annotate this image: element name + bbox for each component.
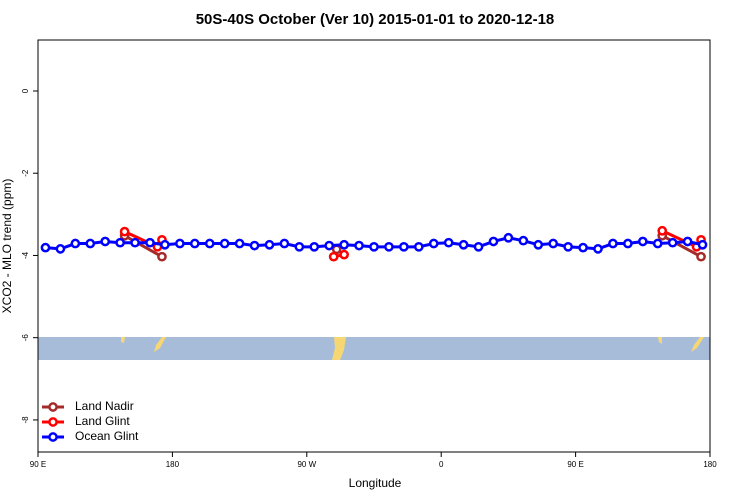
x-tick-label: 90 E: [30, 460, 46, 469]
land: [154, 337, 166, 352]
point: [458, 239, 469, 250]
point: [354, 240, 364, 251]
point: [70, 238, 81, 249]
y-tick-label: -4: [21, 251, 30, 259]
land: [691, 337, 704, 352]
point: [413, 241, 424, 252]
point: [339, 239, 349, 250]
point: [234, 238, 245, 249]
point: [294, 241, 305, 252]
point: [309, 241, 320, 252]
point: [100, 236, 111, 247]
legend-marker: [48, 432, 58, 442]
point: [399, 241, 409, 252]
point: [637, 236, 648, 247]
legend-label: Ocean Glint: [75, 429, 139, 443]
point: [697, 239, 708, 250]
x-tick-label: 180: [703, 460, 717, 469]
point: [189, 238, 200, 249]
point: [488, 236, 499, 247]
point: [279, 238, 290, 249]
point: [249, 240, 260, 251]
plot-frame: [37, 39, 711, 453]
point: [160, 239, 170, 250]
point: [473, 241, 484, 252]
series-line: [123, 234, 702, 259]
land: [332, 337, 346, 360]
chart-title: 50S-40S October (Ver 10) 2015-01-01 to 2…: [196, 11, 555, 28]
point: [115, 237, 125, 248]
point: [219, 238, 230, 249]
point: [328, 251, 339, 262]
x-tick-label: 180: [166, 460, 180, 469]
point: [657, 225, 668, 236]
point: [652, 238, 663, 249]
point: [682, 236, 693, 247]
map-band: [38, 337, 710, 360]
legend-label: Land Glint: [75, 414, 130, 428]
point: [696, 251, 706, 262]
point: [130, 237, 140, 248]
point: [428, 238, 439, 249]
point: [593, 244, 603, 254]
point: [548, 238, 559, 249]
legend-label: Land Nadir: [75, 399, 134, 413]
point: [55, 244, 66, 254]
point: [324, 240, 335, 251]
land: [121, 337, 125, 343]
point: [533, 239, 544, 250]
y-axis-label: XCO2 - MLO trend (ppm): [0, 179, 14, 314]
point: [623, 238, 633, 249]
point: [157, 251, 167, 262]
point: [563, 241, 573, 252]
point: [339, 249, 349, 260]
legend-marker: [48, 417, 58, 427]
point: [40, 242, 51, 253]
legend-marker: [48, 402, 58, 412]
x-tick-label: 90 E: [567, 460, 583, 469]
point: [518, 235, 529, 246]
y-tick-label: -2: [21, 169, 30, 177]
point: [85, 238, 96, 249]
point: [667, 237, 678, 248]
y-tick-label: -6: [21, 334, 30, 342]
point: [119, 226, 130, 237]
ocean-strip: [38, 337, 710, 360]
point: [578, 242, 588, 253]
x-axis-label: Longitude: [349, 476, 402, 490]
point: [608, 238, 618, 249]
point: [145, 237, 155, 248]
point: [264, 239, 275, 250]
y-tick-label: 0: [21, 88, 30, 93]
point: [443, 237, 454, 248]
point: [204, 238, 215, 249]
point: [175, 238, 185, 249]
point: [384, 241, 394, 252]
land: [658, 337, 662, 344]
x-tick-label: 0: [439, 460, 444, 469]
y-tick-label: -8: [21, 416, 30, 424]
x-tick-label: 90 W: [297, 460, 316, 469]
point: [369, 241, 379, 252]
point: [503, 232, 514, 243]
